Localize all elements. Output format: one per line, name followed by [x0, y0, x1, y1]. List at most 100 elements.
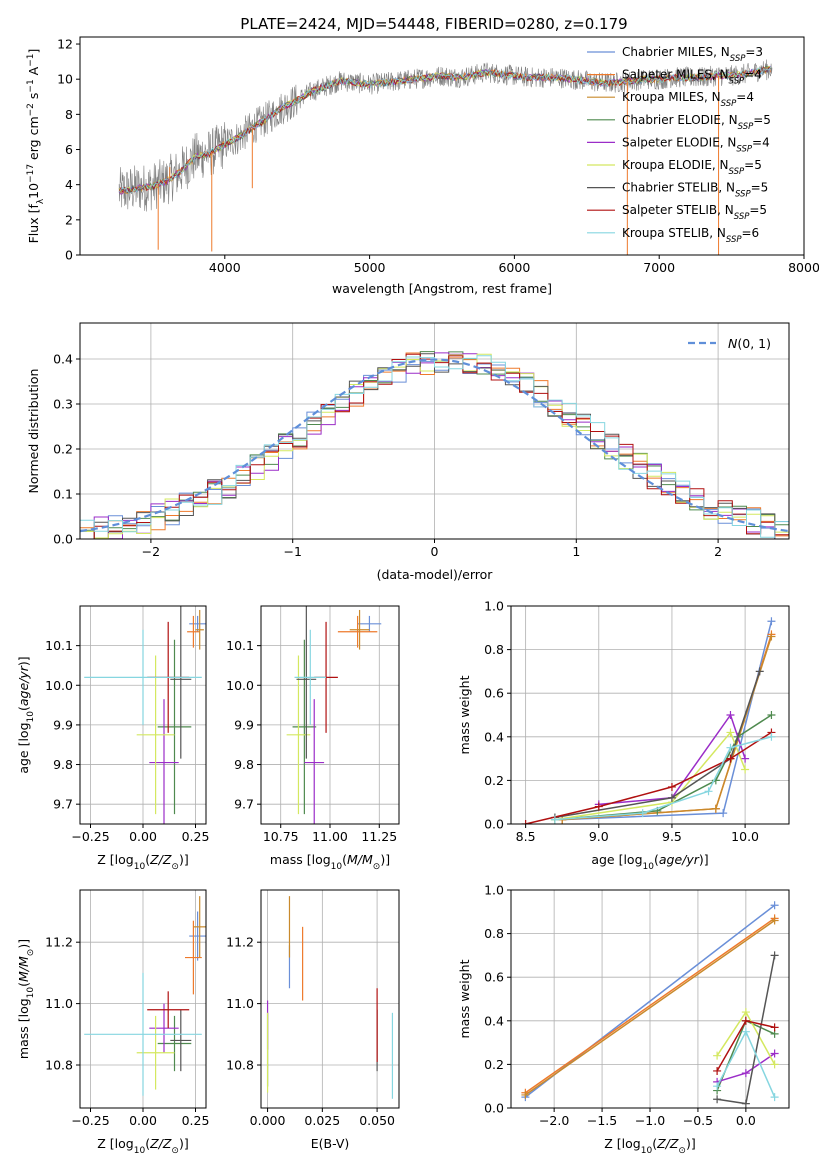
x-tick-label: 7000 [643, 260, 675, 275]
weight-marker [741, 1099, 750, 1108]
y-tick-label: 9.7 [234, 797, 254, 812]
y-tick-label: 0.6 [484, 970, 504, 985]
legend-label: Kroupa ELODIE, NSSP=5 [622, 158, 762, 177]
mass_vs_EBV-axes: 0.000 0.025 0.050 10.8 11.0 11.2 E(B-V) [226, 889, 400, 1151]
weight-marker [767, 732, 776, 741]
legend-label: Kroupa STELIB, NSSP=6 [622, 226, 759, 245]
weight-marker [770, 901, 779, 910]
y-tick-label: 0.1 [53, 487, 73, 502]
y-axis-label: mass [log10(M/M⊙)] [16, 939, 36, 1059]
weight-marker [770, 1060, 779, 1069]
histogram-line [80, 355, 789, 538]
y-tick-label: 0.2 [484, 773, 504, 788]
spectrum-model-line [118, 66, 772, 194]
x-axis-label: Z [log10(Z/Z⊙)] [604, 1136, 695, 1156]
residuals-legend: N(0, 1) [688, 336, 771, 351]
x-tick-label: 0.00 [129, 1113, 157, 1128]
y-tick-label: 6 [65, 142, 73, 157]
y-tick-label: 1.0 [484, 599, 504, 614]
x-axis-label: wavelength [Angstrom, rest frame] [332, 281, 552, 296]
y-tick-label: 0 [65, 248, 73, 263]
x-tick-label: 8000 [788, 260, 819, 275]
weight-marker [550, 815, 559, 824]
legend-label: Chabrier ELODIE, NSSP=5 [622, 113, 771, 132]
figure-title: PLATE=2424, MJD=54448, FIBERID=0280, z=0… [240, 15, 627, 33]
weight-marker [755, 667, 764, 676]
weight-marker [667, 782, 676, 791]
weight-marker [770, 1049, 779, 1058]
weight-marker [521, 1090, 530, 1099]
legend-label: Chabrier STELIB, NSSP=5 [622, 181, 768, 200]
spectrum-legend: Chabrier MILES, NSSP=3 Salpeter MILES, NS… [587, 45, 771, 245]
weight-line [562, 634, 773, 821]
y-tick-label: 1.0 [484, 883, 504, 898]
y-tick-label: 0.0 [484, 1101, 504, 1116]
weight-marker [713, 1066, 722, 1075]
weight-line [524, 919, 776, 1096]
weight-marker [741, 1027, 750, 1036]
y-tick-label: 11.2 [226, 935, 254, 950]
x-tick-label: 0.00 [129, 829, 157, 844]
weight-marker [726, 754, 735, 763]
weight-marker [726, 743, 735, 752]
weight-marker [638, 809, 647, 818]
weight-marker [741, 765, 750, 774]
y-tick-label: 11.0 [45, 996, 73, 1011]
age_vs_mass-data [286, 606, 382, 824]
weight-line [524, 917, 776, 1094]
y-tick-label: 10.1 [226, 638, 254, 653]
x-tick-label: 11.00 [312, 829, 348, 844]
y-tick-label: 9.8 [234, 757, 254, 772]
weight-marker [770, 916, 779, 925]
y-tick-label: 10.1 [45, 638, 73, 653]
weight-marker [741, 1016, 750, 1025]
x-tick-label: 0.0 [736, 1113, 756, 1128]
axes-frame [79, 36, 805, 256]
x-axis-label: Z [log10(Z/Z⊙)] [97, 1136, 188, 1156]
y-tick-label: 4 [65, 177, 73, 192]
x-tick-label: 5000 [354, 260, 386, 275]
weight_vs_age-data [521, 617, 776, 824]
x-tick-label: 11.25 [361, 829, 397, 844]
x-tick-label: −1 [283, 544, 301, 559]
weight-marker [704, 787, 713, 796]
x-tick-label: −0.25 [71, 829, 109, 844]
residuals-axes: −2 −1 0 1 2 0.0 0.1 0.2 0.3 0.4 (data-model)/error… [26, 322, 790, 582]
weight-marker [521, 820, 530, 824]
y-tick-label: 0.3 [53, 397, 73, 412]
x-tick-label: −1.0 [635, 1113, 665, 1128]
weight-line [554, 730, 746, 821]
mass_vs_Z-data [84, 896, 206, 1096]
age_vs_Z-data [84, 606, 206, 824]
weight-marker [726, 728, 735, 737]
y-tick-label: 0.4 [484, 1013, 504, 1028]
y-tick-label: 11.2 [45, 935, 73, 950]
y-tick-label: 0.2 [484, 1057, 504, 1072]
y-tick-label: 2 [65, 212, 73, 227]
legend-label: Kroupa MILES, NSSP=4 [622, 90, 754, 109]
weight-marker [767, 617, 776, 626]
weight-marker [713, 1051, 722, 1060]
weight-line [562, 621, 773, 821]
x-tick-label: −2.0 [539, 1113, 569, 1128]
mass_vs_EBV-data [266, 896, 394, 1099]
y-tick-label: 9.9 [53, 717, 73, 732]
y-axis-label: mass weight [457, 959, 472, 1038]
y-tick-label: 8 [65, 107, 73, 122]
weight-marker [711, 804, 720, 813]
x-tick-label: 2 [714, 544, 722, 559]
y-tick-label: 0.0 [484, 817, 504, 832]
spectrum-data [118, 59, 773, 255]
y-tick-label: 9.8 [53, 757, 73, 772]
y-tick-label: 10 [57, 72, 73, 87]
y-tick-label: 10.8 [45, 1058, 73, 1073]
y-tick-label: 0.2 [53, 442, 73, 457]
weight-line [554, 671, 761, 819]
y-tick-label: 12 [57, 37, 73, 52]
axes-frame [510, 605, 790, 825]
y-tick-label: 10.8 [226, 1058, 254, 1073]
x-tick-label: 0.25 [182, 1113, 210, 1128]
y-tick-label: 11.0 [226, 996, 254, 1011]
x-tick-label: −0.25 [71, 1113, 109, 1128]
